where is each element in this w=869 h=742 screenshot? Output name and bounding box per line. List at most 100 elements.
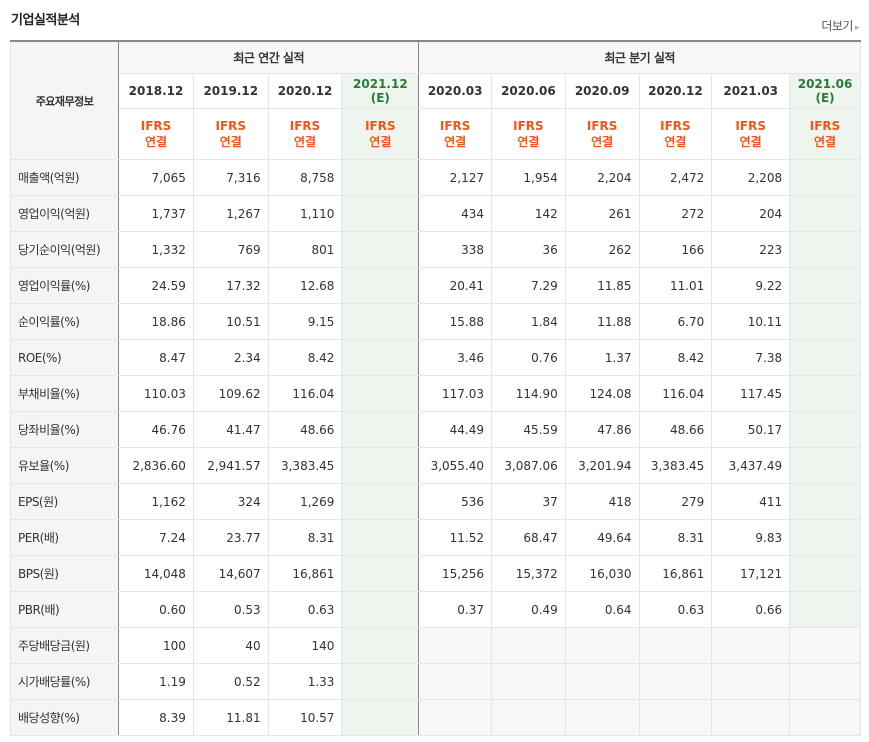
value-cell: 223 (711, 231, 791, 268)
period-header: 2020.06 (491, 73, 566, 109)
value-cell: 8.31 (267, 519, 343, 556)
value-cell: 8.42 (638, 339, 713, 376)
period-text: 2021.12 (353, 77, 408, 91)
ifrs-label: IFRS 연결 (341, 108, 420, 160)
value-cell: 142 (491, 195, 566, 232)
consolidated-text: 연결 (814, 135, 837, 149)
estimate-cell (789, 627, 861, 664)
value-cell: 24.59 (118, 267, 194, 304)
row-label: ROE(%) (9, 339, 120, 376)
value-cell: 68.47 (491, 519, 566, 556)
table-row: PBR(배) 0.60 0.53 0.63 0.37 0.49 0.64 0.63 0.66 (9, 591, 861, 628)
value-cell: 11.52 (418, 519, 493, 556)
value-cell: 10.57 (267, 699, 343, 736)
value-cell: 0.64 (564, 591, 640, 628)
table-row: PER(배) 7.24 23.77 8.31 11.52 68.47 49.64 8.31 9.… (9, 519, 861, 556)
estimate-cell (341, 663, 420, 700)
table-row: BPS(원) 14,048 14,607 16,861 15,256 15,372 16,0… (9, 555, 861, 592)
value-cell: 8,758 (267, 159, 343, 196)
consolidated-text: 연결 (219, 135, 242, 149)
value-cell: 16,861 (267, 555, 343, 592)
estimate-cell (341, 519, 420, 556)
value-cell: 116.04 (638, 375, 713, 412)
value-cell: 0.63 (638, 591, 713, 628)
estimate-cell (341, 195, 420, 232)
estimate-cell (341, 339, 420, 376)
value-cell: 0.60 (118, 591, 194, 628)
more-link[interactable]: 더보기 ▸ (821, 17, 859, 34)
row-label: 영업이익(억원) (9, 195, 120, 232)
value-cell (564, 627, 640, 664)
value-cell: 1,269 (267, 483, 343, 520)
value-cell: 45.59 (491, 411, 566, 448)
value-cell: 3,437.49 (711, 447, 791, 484)
value-cell: 15,256 (418, 555, 493, 592)
value-cell: 9.22 (711, 267, 791, 304)
estimate-cell (789, 447, 861, 484)
value-cell: 100 (118, 627, 194, 664)
value-cell: 8.47 (118, 339, 194, 376)
ifrs-label: IFRS 연결 (491, 108, 566, 160)
value-cell: 418 (564, 483, 640, 520)
value-cell (564, 699, 640, 736)
value-cell: 1,954 (491, 159, 566, 196)
value-cell: 110.03 (118, 375, 194, 412)
value-cell: 272 (638, 195, 713, 232)
value-cell: 1,110 (267, 195, 343, 232)
ifrs-text: IFRS (365, 119, 396, 133)
estimate-cell (341, 375, 420, 412)
value-cell: 48.66 (638, 411, 713, 448)
ifrs-label: IFRS 연결 (418, 108, 493, 160)
estimate-cell (789, 159, 861, 196)
value-cell: 37 (491, 483, 566, 520)
row-label: 순이익률(%) (9, 303, 120, 340)
value-cell: 15,372 (491, 555, 566, 592)
estimate-cell (341, 411, 420, 448)
value-cell: 0.49 (491, 591, 566, 628)
estimate-cell (789, 411, 861, 448)
consolidated-text: 연결 (144, 135, 168, 149)
consolidated-text: 연결 (293, 135, 317, 149)
estimate-cell (789, 519, 861, 556)
value-cell: 11.88 (564, 303, 640, 340)
quarterly-group-header: 최근 분기 실적 (418, 40, 861, 74)
value-cell: 2,204 (564, 159, 640, 196)
ifrs-text: IFRS (809, 119, 841, 133)
value-cell: 3.46 (418, 339, 493, 376)
value-cell: 7,065 (118, 159, 194, 196)
consolidated-text: 연결 (664, 135, 687, 149)
value-cell: 11.01 (638, 267, 713, 304)
period-header: 2020.03 (418, 73, 493, 109)
estimate-cell (789, 591, 861, 628)
period-header: 2019.12 (192, 73, 269, 109)
row-label: PER(배) (9, 519, 120, 556)
value-cell: 0.63 (267, 591, 343, 628)
row-label: 부채비율(%) (9, 375, 120, 412)
ifrs-text: IFRS (735, 119, 766, 133)
row-label: 주당배당금(원) (9, 627, 120, 664)
value-cell: 15.88 (418, 303, 493, 340)
value-cell: 23.77 (192, 519, 269, 556)
table-row: 당기순이익(억원) 1,332 769 801 338 36 262 166 223 (9, 231, 861, 268)
value-cell: 16,030 (564, 555, 640, 592)
row-label: 배당성향(%) (9, 699, 120, 736)
estimate-cell (341, 447, 420, 484)
ifrs-label: IFRS 연결 (638, 108, 713, 160)
row-label: 유보율(%) (9, 447, 120, 484)
estimate-cell (341, 555, 420, 592)
value-cell: 11.85 (564, 267, 640, 304)
table-row: 순이익률(%) 18.86 10.51 9.15 15.88 1.84 11.88 6.70 1… (9, 303, 861, 340)
value-cell: 44.49 (418, 411, 493, 448)
estimate-cell (341, 303, 420, 340)
consolidated-text: 연결 (591, 135, 614, 149)
value-cell: 3,383.45 (267, 447, 343, 484)
estimate-cell (341, 699, 420, 736)
table-row: 당좌비율(%) 46.76 41.47 48.66 44.49 45.59 47.86 48.… (9, 411, 861, 448)
value-cell: 14,607 (192, 555, 269, 592)
value-cell: 1.37 (564, 339, 640, 376)
value-cell: 117.03 (418, 375, 493, 412)
value-cell (418, 663, 493, 700)
value-cell: 8.31 (638, 519, 713, 556)
value-cell: 1,162 (118, 483, 194, 520)
estimate-cell (789, 555, 861, 592)
